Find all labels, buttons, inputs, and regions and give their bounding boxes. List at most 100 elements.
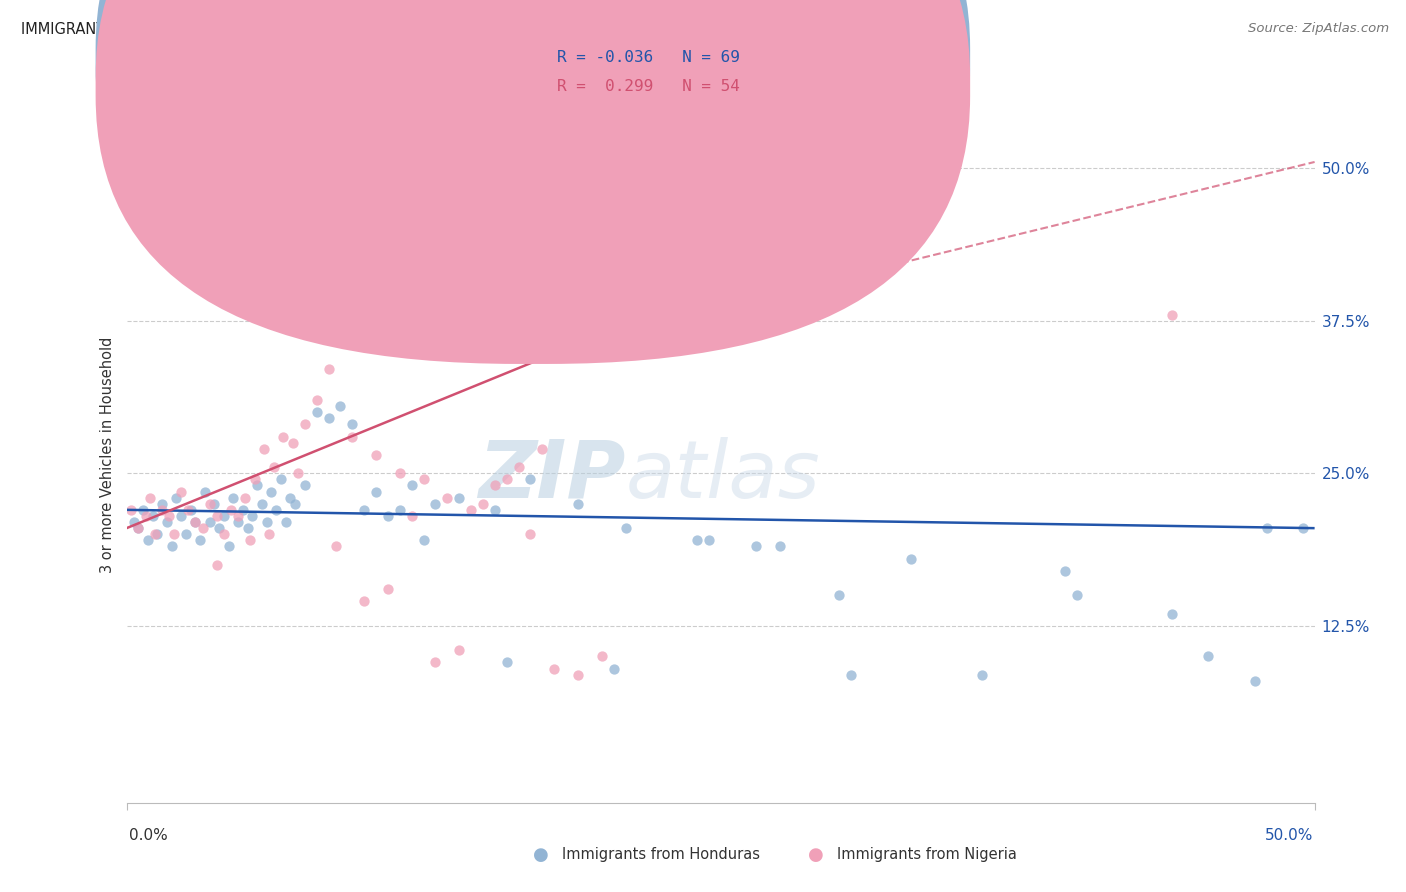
Text: ZIP: ZIP [478, 437, 626, 515]
Point [377, 582, 399, 597]
Point [294, 417, 316, 432]
Point [686, 533, 709, 548]
Point [191, 521, 214, 535]
Point [205, 558, 228, 572]
Point [253, 442, 276, 456]
Point [208, 521, 231, 535]
Text: R =  0.299   N = 54: R = 0.299 N = 54 [557, 79, 740, 94]
Point [495, 472, 517, 486]
Point [745, 540, 768, 554]
Point [170, 484, 193, 499]
Point [257, 527, 280, 541]
Text: Source: ZipAtlas.com: Source: ZipAtlas.com [1249, 22, 1389, 36]
Point [614, 521, 637, 535]
Point [697, 533, 720, 548]
Point [170, 508, 193, 523]
Point [484, 503, 506, 517]
Point [769, 540, 792, 554]
Point [401, 478, 423, 492]
Point [305, 405, 328, 419]
Point [567, 497, 589, 511]
Point [495, 656, 517, 670]
Point [132, 503, 155, 517]
Point [274, 515, 297, 529]
Point [1292, 521, 1315, 535]
Text: R = -0.036   N = 69: R = -0.036 N = 69 [557, 51, 740, 65]
Point [177, 503, 200, 517]
Point [325, 540, 347, 554]
Point [146, 527, 169, 541]
Point [449, 643, 471, 657]
Point [122, 515, 145, 529]
Point [242, 508, 264, 523]
Point [531, 442, 554, 456]
Point [281, 435, 304, 450]
Point [243, 472, 266, 486]
Point [246, 478, 269, 492]
Point [165, 491, 187, 505]
Point [425, 656, 447, 670]
Point [236, 521, 259, 535]
Text: atlas: atlas [626, 437, 820, 515]
Text: Immigrants from Honduras: Immigrants from Honduras [562, 847, 761, 862]
Point [239, 533, 262, 548]
Point [342, 429, 364, 443]
Point [412, 533, 434, 548]
Point [364, 484, 387, 499]
Text: Immigrants from Nigeria: Immigrants from Nigeria [837, 847, 1017, 862]
Point [184, 515, 207, 529]
Point [184, 515, 207, 529]
Point [472, 497, 495, 511]
Point [174, 527, 197, 541]
Point [270, 472, 292, 486]
Point [318, 411, 340, 425]
Text: 0.0%: 0.0% [129, 829, 169, 843]
Point [1256, 521, 1278, 535]
Point [212, 527, 235, 541]
Point [449, 491, 471, 505]
Point [198, 497, 221, 511]
Point [839, 667, 862, 681]
Point [120, 503, 142, 517]
Point [284, 497, 307, 511]
Point [218, 540, 240, 554]
Point [136, 533, 159, 548]
Point [142, 508, 165, 523]
Point [970, 667, 993, 681]
Point [233, 491, 256, 505]
Point [232, 503, 254, 517]
Point [222, 491, 245, 505]
Point [226, 515, 249, 529]
Point [508, 460, 530, 475]
Point [204, 497, 226, 511]
Point [205, 508, 228, 523]
Point [294, 478, 316, 492]
Point [198, 515, 221, 529]
Point [256, 515, 278, 529]
Text: IMMIGRANTS FROM HONDURAS VS IMMIGRANTS FROM NIGERIA 3 OR MORE VEHICLES IN HOUSEH: IMMIGRANTS FROM HONDURAS VS IMMIGRANTS F… [21, 22, 929, 37]
Point [425, 497, 447, 511]
Point [412, 472, 434, 486]
Point [180, 503, 202, 517]
Text: ●: ● [533, 846, 550, 863]
Point [1197, 649, 1219, 664]
Point [388, 467, 411, 481]
Point [1161, 308, 1184, 322]
Point [401, 508, 423, 523]
Text: 50.0%: 50.0% [1265, 829, 1313, 843]
Point [280, 491, 302, 505]
Point [156, 515, 179, 529]
Point [436, 491, 458, 505]
Point [519, 527, 541, 541]
Point [194, 484, 217, 499]
Point [342, 417, 364, 432]
Point [264, 503, 287, 517]
Point [163, 527, 186, 541]
Point [543, 661, 565, 675]
Point [211, 277, 233, 291]
Point [273, 429, 295, 443]
Point [460, 503, 482, 517]
Point [591, 649, 613, 664]
Point [143, 527, 166, 541]
Point [567, 667, 589, 681]
